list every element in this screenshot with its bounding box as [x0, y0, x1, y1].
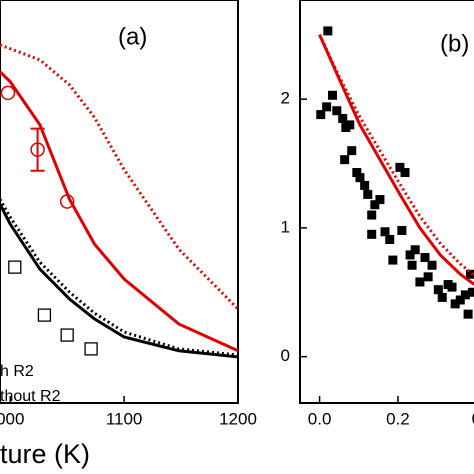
- marker: [447, 282, 457, 292]
- marker: [360, 180, 370, 190]
- marker: [338, 113, 348, 123]
- curve: [0, 70, 239, 353]
- marker: [395, 162, 405, 172]
- marker: [407, 260, 417, 270]
- marker: [388, 255, 398, 265]
- marker: [405, 250, 415, 260]
- marker: [345, 120, 355, 130]
- marker: [455, 295, 465, 305]
- marker: [30, 142, 45, 157]
- legend-label: thout R2: [0, 388, 61, 405]
- y-tick-label: 0: [281, 346, 290, 365]
- marker: [380, 227, 390, 237]
- marker: [460, 290, 470, 300]
- x-axis-label: ture (K): [0, 439, 90, 469]
- y-tick-label: 2: [281, 89, 290, 108]
- panel-label: (b): [440, 30, 469, 57]
- x-tick-label: 1100: [106, 409, 143, 428]
- plot-frame: [0, 0, 239, 404]
- curve: [318, 34, 474, 286]
- marker: [465, 269, 474, 279]
- plot-frame: [299, 0, 474, 404]
- x-tick-label: 0.2: [386, 409, 410, 428]
- marker: [433, 285, 443, 295]
- marker: [467, 287, 474, 297]
- marker: [340, 155, 350, 165]
- marker: [355, 173, 365, 183]
- marker: [352, 168, 362, 178]
- marker: [385, 234, 395, 244]
- marker: [423, 272, 433, 282]
- marker: [328, 90, 338, 100]
- marker: [332, 106, 342, 116]
- x-tick-label: 1200: [219, 409, 257, 428]
- legend-label: h R2: [0, 363, 34, 380]
- x-tick-label: 000: [0, 409, 24, 428]
- marker: [437, 292, 447, 302]
- marker: [370, 200, 380, 210]
- marker: [420, 253, 430, 263]
- error-bar: [30, 127, 45, 172]
- marker: [60, 328, 74, 342]
- marker: [410, 245, 420, 255]
- marker: [367, 210, 377, 220]
- marker: [316, 110, 326, 120]
- marker: [375, 195, 385, 205]
- panel-label: (a): [118, 23, 147, 50]
- x-tick-label: 0: [472, 409, 474, 428]
- marker: [363, 189, 373, 199]
- curve: [0, 203, 239, 359]
- curve: [318, 34, 474, 277]
- curve: [0, 43, 240, 311]
- marker: [397, 225, 407, 235]
- marker: [450, 299, 460, 309]
- marker: [427, 260, 437, 270]
- panel: 0.0 0.2 0 0 1 2 (b): [281, 0, 474, 428]
- y-tick-label: 1: [281, 217, 290, 236]
- panel: 000 1100 1200 (a) ture (K) h R2 thout R2: [0, 0, 257, 469]
- marker: [8, 260, 22, 274]
- marker: [415, 277, 425, 287]
- curve: [0, 198, 239, 357]
- marker: [347, 146, 357, 156]
- marker: [84, 342, 98, 356]
- marker: [0, 85, 16, 101]
- marker: [367, 229, 377, 239]
- marker: [323, 26, 333, 36]
- marker: [59, 194, 75, 209]
- x-tick-label: 0.0: [308, 409, 332, 428]
- marker: [37, 308, 52, 322]
- marker: [400, 168, 410, 178]
- marker: [322, 102, 332, 112]
- marker: [463, 309, 473, 319]
